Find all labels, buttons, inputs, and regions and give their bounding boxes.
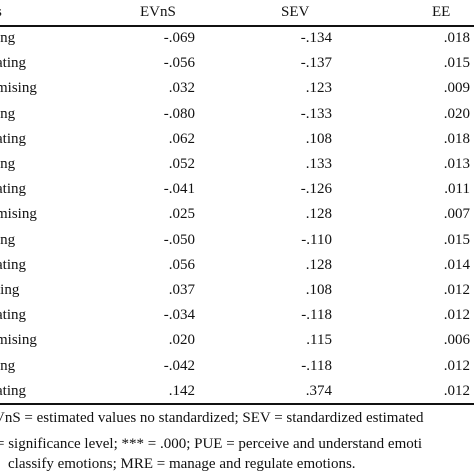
table-row: ing -.050 -.110 .015	[0, 228, 474, 253]
header-ee: EE	[432, 4, 451, 20]
row-label: ating	[0, 307, 26, 324]
row-label: ting	[0, 282, 20, 298]
table-row: ating -.056 -.137 .015	[0, 51, 474, 76]
cell-ee: .012	[443, 307, 470, 324]
cell-ee: .012	[443, 382, 470, 399]
cell-evns: .056	[168, 256, 195, 273]
row-label: ing	[0, 231, 16, 248]
cell-sev: -.118	[301, 357, 332, 374]
cell-evns: .020	[168, 332, 195, 349]
cell-sev: -.118	[301, 307, 332, 324]
table-row: ing -.080 -.133 .020	[0, 102, 474, 127]
row-label: ing	[0, 30, 16, 46]
cell-evns: -.042	[163, 357, 195, 374]
cell-ee: .015	[443, 55, 470, 72]
cell-ee: .013	[443, 156, 470, 172]
cell-ee: .018	[443, 130, 470, 147]
row-label: ating	[0, 55, 26, 72]
header-sev: SEV	[281, 4, 310, 20]
table-bottom-rule	[0, 403, 474, 405]
cell-sev: .374	[305, 382, 332, 399]
cell-evns: -.056	[163, 55, 195, 72]
table-row: ating .056 .128 .014	[0, 253, 474, 278]
cell-ee: .015	[443, 231, 470, 248]
cell-evns: .032	[168, 80, 195, 97]
row-label: mising	[0, 332, 37, 349]
cell-sev: .123	[305, 80, 332, 97]
cell-sev: .128	[305, 256, 332, 273]
cell-ee: .007	[443, 206, 470, 223]
cell-evns: -.080	[163, 105, 195, 122]
cell-evns: .062	[168, 130, 195, 147]
cell-evns: -.069	[163, 30, 195, 46]
header-label: s	[0, 3, 2, 21]
cell-sev: -.126	[300, 181, 332, 198]
cell-sev: .115	[306, 332, 332, 349]
cell-ee: .009	[443, 80, 470, 97]
row-label: ating	[0, 382, 26, 399]
cell-evns: .037	[168, 282, 195, 298]
cell-sev: .128	[305, 206, 332, 223]
row-label: mising	[0, 206, 37, 223]
table-note-line-1: VnS = estimated values no standardized; …	[0, 410, 424, 426]
table-row: ing .052 .133 .013	[0, 152, 474, 177]
row-label: ating	[0, 256, 26, 273]
cell-ee: .011	[444, 181, 470, 198]
cell-sev: .108	[305, 282, 332, 298]
cell-sev: -.110	[301, 231, 332, 248]
cell-ee: .006	[443, 332, 470, 349]
row-label: ating	[0, 130, 26, 147]
cell-evns: .025	[168, 206, 195, 223]
cell-sev: .133	[305, 156, 332, 172]
table-row: ting .037 .108 .012	[0, 278, 474, 303]
table-row: ing -.042 -.118 .012	[0, 354, 474, 379]
table-row: ing -.069 -.134 .018	[0, 26, 474, 51]
table-header-row: s EVnS SEV EE	[0, 0, 474, 25]
cell-sev: .108	[305, 130, 332, 147]
cell-sev: -.134	[300, 30, 332, 46]
cell-evns: -.041	[163, 181, 195, 198]
table-row: mising .020 .115 .006	[0, 328, 474, 353]
cell-sev: -.137	[300, 55, 332, 72]
table-top-rule	[0, 25, 474, 27]
table-note-line-2: = significance level; *** = .000; PUE = …	[0, 436, 423, 452]
cell-evns: .052	[168, 156, 195, 172]
row-label: ing	[0, 156, 16, 172]
row-label: mising	[0, 80, 37, 97]
cell-ee: .014	[443, 256, 470, 273]
cell-ee: .012	[443, 282, 470, 298]
table-row: ating -.041 -.126 .011	[0, 177, 474, 202]
table-row: ating .062 .108 .018	[0, 127, 474, 152]
table-note-line-3: classify emotions; MRE = manage and regu…	[8, 456, 356, 472]
cell-evns: .142	[168, 382, 195, 399]
header-evns: EVnS	[140, 4, 176, 20]
row-label: ating	[0, 181, 26, 198]
row-label: ing	[0, 357, 16, 374]
cell-ee: .012	[443, 357, 470, 374]
table-row: ating .142 .374 .012	[0, 379, 474, 404]
cell-ee: .018	[443, 30, 470, 46]
table-row: mising .025 .128 .007	[0, 202, 474, 227]
row-label: ing	[0, 105, 16, 122]
table-row: mising .032 .123 .009	[0, 76, 474, 101]
cell-evns: -.034	[163, 307, 195, 324]
cell-evns: -.050	[163, 231, 195, 248]
cell-sev: -.133	[300, 105, 332, 122]
table-row: ating -.034 -.118 .012	[0, 303, 474, 328]
cell-ee: .020	[443, 105, 470, 122]
